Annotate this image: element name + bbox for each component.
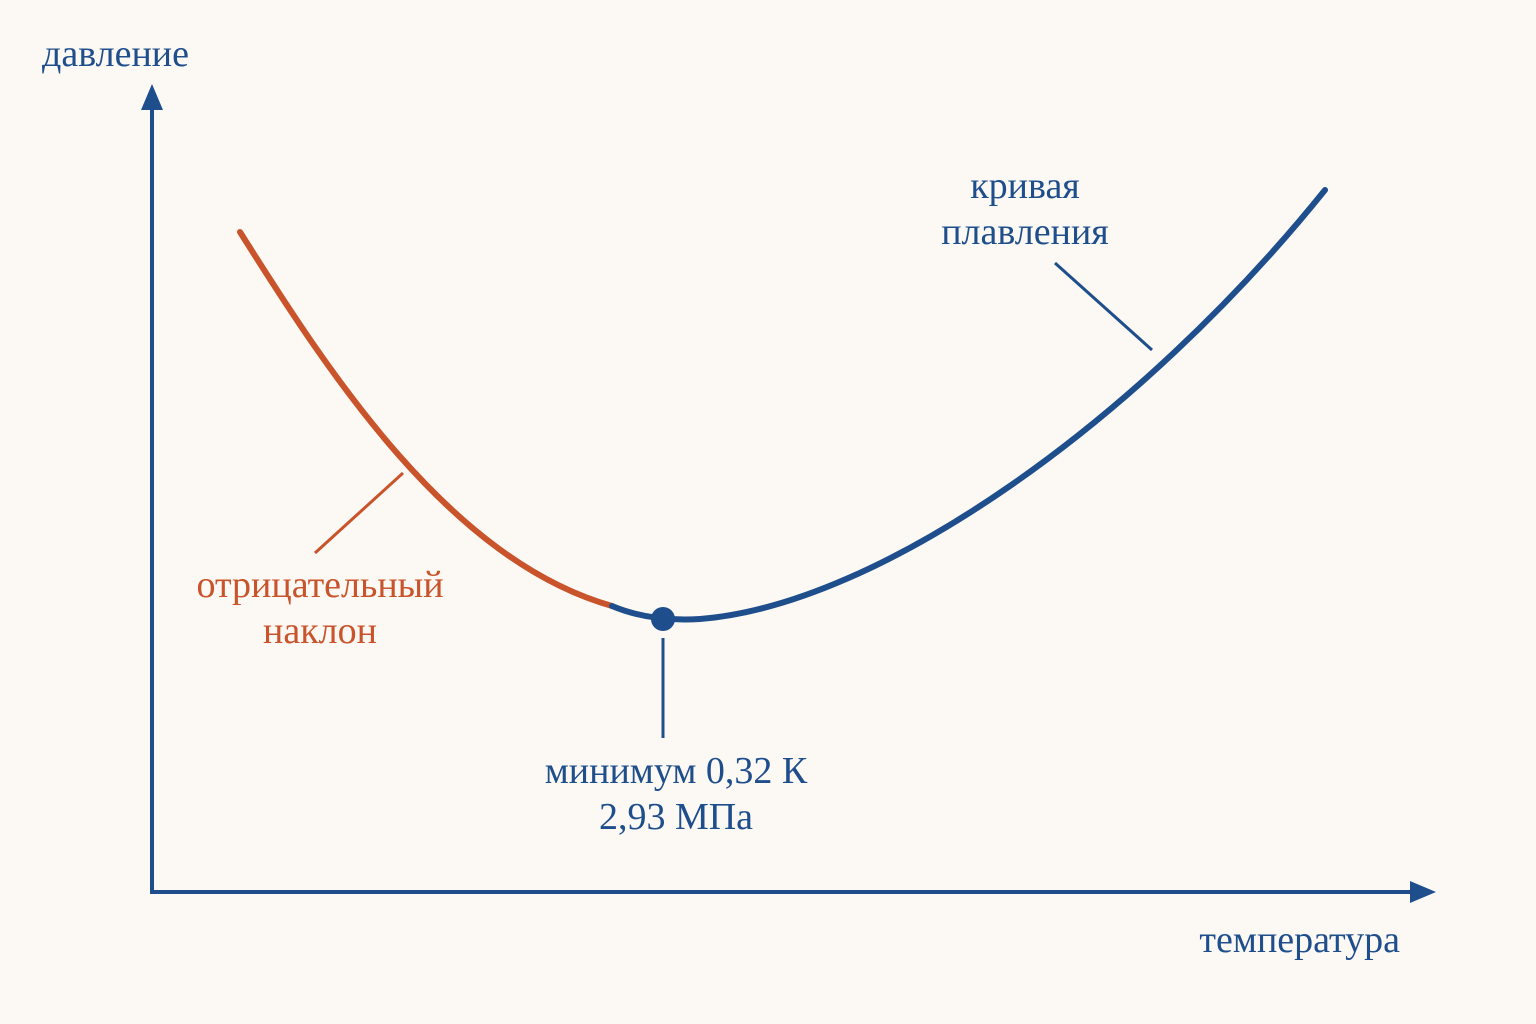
slope-label: отрицательный xyxy=(196,564,443,606)
minimum-label: 2,93 МПа xyxy=(599,796,753,838)
leader-line xyxy=(313,471,405,555)
minimum-point xyxy=(651,607,675,631)
curve-label: кривая xyxy=(970,165,1080,207)
x-axis-label: температура xyxy=(1199,919,1400,961)
leader-line xyxy=(1053,261,1154,352)
curve-label: плавления xyxy=(941,211,1109,253)
y-axis-arrow xyxy=(141,84,163,110)
y-axis-label: давление xyxy=(42,33,189,75)
x-axis-arrow xyxy=(1410,881,1436,903)
slope-label: наклон xyxy=(263,610,377,652)
minimum-label: минимум 0,32 К xyxy=(545,750,808,792)
negative-slope-curve xyxy=(237,229,615,609)
